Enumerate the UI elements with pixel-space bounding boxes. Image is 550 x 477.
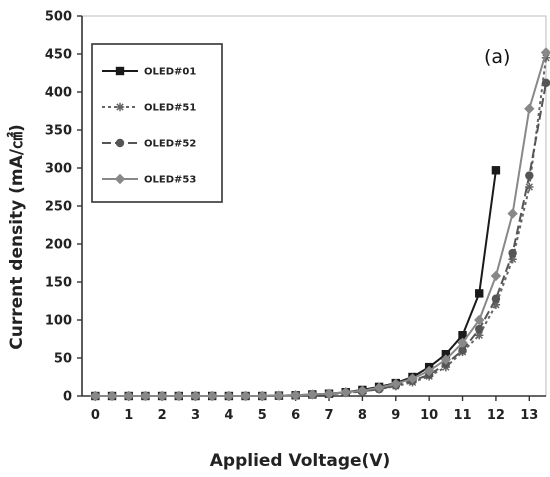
y-tick-label: 350 — [45, 124, 72, 139]
data-point — [525, 182, 534, 192]
data-point — [223, 390, 235, 402]
y-tick-label: 300 — [45, 162, 72, 177]
data-point — [457, 337, 468, 348]
data-point — [475, 324, 484, 334]
x-tick-label: 0 — [91, 408, 100, 423]
data-point — [458, 346, 467, 355]
legend-item: OLED#53 — [102, 173, 196, 186]
x-axis-title: Applied Voltage(V) — [210, 451, 391, 471]
legend-label: OLED#52 — [144, 139, 196, 150]
data-point — [458, 331, 467, 340]
legend-item: OLED#52 — [102, 139, 196, 150]
data-point — [206, 390, 218, 402]
data-point — [474, 314, 485, 326]
data-point — [507, 208, 518, 219]
x-tick-label: 1 — [124, 408, 133, 423]
x-tick-label: 10 — [420, 408, 438, 423]
data-point — [90, 390, 101, 402]
data-point — [190, 390, 201, 402]
data-point — [540, 47, 550, 58]
x-tick-label: 11 — [453, 408, 471, 423]
x-tick-label: 9 — [391, 408, 400, 423]
data-point — [240, 390, 251, 402]
y-axis-ticks: 0 50 100 150 200 250 300 350 400 450 500 — [45, 10, 82, 405]
series-layer — [90, 47, 550, 402]
legend-swatch-marker — [115, 66, 125, 76]
legend: OLED#01 OLED#51 OLED#52 OLED#53 — [91, 43, 223, 203]
data-point — [106, 390, 118, 402]
legend-swatch-marker — [115, 138, 125, 148]
data-point — [340, 387, 351, 398]
data-point — [423, 365, 435, 377]
x-tick-label: 13 — [520, 408, 538, 423]
y-tick-label: 250 — [45, 200, 72, 215]
x-tick-label: 12 — [487, 408, 505, 423]
data-point — [541, 53, 550, 62]
data-point — [257, 390, 268, 402]
data-point — [440, 354, 452, 365]
x-tick-label: 4 — [224, 408, 233, 423]
series-line — [95, 52, 547, 397]
data-point — [441, 350, 451, 359]
data-point — [508, 248, 517, 258]
data-point — [508, 255, 517, 264]
data-point — [140, 390, 151, 402]
data-point — [373, 382, 385, 393]
data-point — [491, 166, 501, 175]
y-tick-label: 200 — [45, 238, 72, 253]
legend-swatch-marker — [115, 102, 125, 112]
legend-swatch-marker — [114, 173, 126, 185]
series-oled-53 — [90, 47, 550, 402]
x-tick-label: 3 — [191, 408, 200, 423]
y-tick-label: 100 — [45, 314, 72, 329]
y-tick-label: 500 — [45, 10, 72, 25]
y-axis-title: Current density (mA/㎠) — [6, 124, 27, 350]
legend-item: OLED#51 — [102, 103, 196, 114]
data-point — [307, 389, 318, 400]
data-point — [323, 388, 335, 399]
data-point — [475, 331, 484, 340]
data-point — [357, 385, 368, 396]
series-line — [95, 170, 497, 397]
data-point — [491, 294, 501, 303]
legend-label: OLED#53 — [144, 175, 196, 186]
x-tick-label: 7 — [324, 408, 333, 423]
data-point — [156, 390, 168, 402]
x-tick-label: 6 — [291, 408, 300, 423]
legend-item: OLED#01 — [102, 67, 196, 78]
data-point — [525, 171, 534, 180]
data-point — [524, 103, 535, 114]
data-point — [491, 300, 501, 309]
legend-label: OLED#01 — [144, 67, 196, 78]
data-point — [390, 378, 401, 390]
y-tick-label: 50 — [54, 352, 72, 367]
x-tick-label: 5 — [258, 408, 267, 423]
data-point — [475, 289, 484, 298]
data-point — [123, 390, 134, 402]
data-point — [290, 390, 301, 401]
y-tick-label: 150 — [45, 276, 72, 291]
data-point — [541, 78, 550, 88]
data-point — [490, 270, 502, 282]
y-tick-label: 0 — [63, 390, 72, 405]
panel-label: (a) — [484, 46, 510, 68]
legend-label: OLED#51 — [144, 103, 196, 114]
x-tick-label: 2 — [158, 408, 167, 423]
data-point — [173, 390, 185, 402]
y-tick-label: 400 — [45, 86, 72, 101]
x-tick-label: 8 — [358, 408, 367, 423]
y-tick-label: 450 — [45, 48, 72, 63]
data-point — [407, 373, 418, 384]
data-point — [273, 390, 285, 401]
